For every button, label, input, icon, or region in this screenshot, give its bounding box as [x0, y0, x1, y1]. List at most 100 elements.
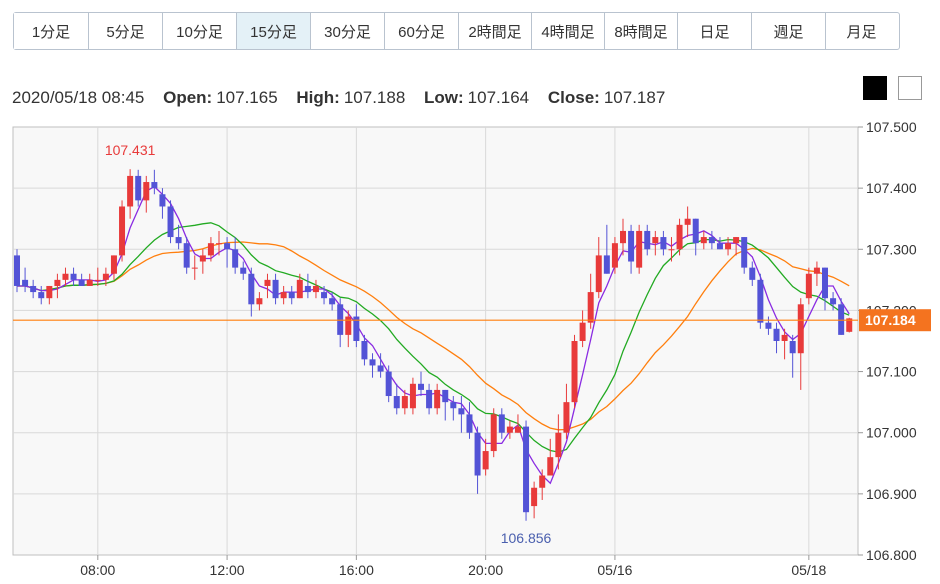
- tab-4[interactable]: 30分足: [311, 13, 385, 49]
- candle-body: [272, 279, 279, 299]
- candle-body: [167, 206, 174, 238]
- annotation-label: 106.856: [501, 530, 552, 546]
- candle-body: [199, 255, 206, 262]
- candle-body: [321, 292, 328, 299]
- ohlc-datetime: 2020/05/18 08:45: [12, 88, 145, 107]
- plot-area: [12, 126, 859, 556]
- tab-5[interactable]: 60分足: [385, 13, 459, 49]
- candle-body: [70, 273, 77, 280]
- open-value: 107.165: [216, 88, 278, 107]
- candle-body: [765, 322, 772, 329]
- candle-body: [498, 414, 505, 433]
- x-tick-label: 16:00: [339, 562, 374, 578]
- candle-body: [725, 243, 732, 250]
- candle-body: [240, 267, 247, 274]
- candle-body: [571, 341, 578, 403]
- candle-body: [474, 432, 481, 476]
- y-tick-label: 106.900: [866, 486, 917, 502]
- x-tick-label: 12:00: [210, 562, 245, 578]
- candle-body: [805, 273, 812, 299]
- tab-6[interactable]: 2時間足: [459, 13, 532, 49]
- candle-body: [716, 243, 723, 250]
- tab-3[interactable]: 15分足: [237, 13, 311, 49]
- candle-body: [660, 237, 667, 250]
- candle-body: [207, 243, 214, 256]
- candle-body: [175, 237, 182, 244]
- candle-body: [708, 237, 715, 244]
- candle-body: [409, 383, 416, 409]
- candle-body: [514, 426, 521, 433]
- candle-body: [482, 451, 489, 470]
- candle-body: [846, 318, 853, 332]
- candle-body: [304, 285, 311, 293]
- high-value: 107.188: [343, 88, 406, 107]
- y-tick-label: 106.800: [866, 547, 917, 563]
- dark-theme-button[interactable]: [863, 76, 887, 100]
- candle-body: [288, 292, 295, 299]
- candle-body: [62, 273, 69, 280]
- candle-body: [733, 237, 740, 244]
- candle-body: [361, 341, 368, 360]
- candle-body: [652, 237, 659, 244]
- candle-body: [296, 279, 303, 299]
- ohlc-info: 2020/05/18 08:45 Open: 107.165 High: 107.1…: [12, 88, 665, 108]
- current-price-label: 107.184: [865, 312, 916, 328]
- candle-body: [611, 243, 618, 268]
- candle-body: [563, 402, 570, 433]
- candle-body: [579, 322, 586, 341]
- candle-body: [22, 279, 29, 286]
- y-tick-label: 107.100: [866, 364, 917, 380]
- candle-body: [797, 304, 804, 354]
- candle-body: [555, 432, 562, 458]
- candle-body: [628, 230, 635, 262]
- candle-body: [264, 279, 271, 286]
- y-tick-label: 107.400: [866, 180, 917, 196]
- tab-1[interactable]: 5分足: [89, 13, 163, 49]
- candle-body: [191, 267, 198, 269]
- candle-body: [38, 292, 45, 299]
- candle-body: [159, 194, 166, 207]
- high-label: High:: [296, 88, 340, 107]
- candle-body: [312, 285, 319, 293]
- tab-11[interactable]: 月足: [826, 13, 897, 49]
- tab-2[interactable]: 10分足: [163, 13, 237, 49]
- light-theme-button[interactable]: [898, 76, 922, 100]
- candle-body: [757, 279, 764, 323]
- candle-body: [450, 402, 457, 409]
- candle-body: [232, 249, 239, 268]
- tab-0[interactable]: 1分足: [14, 13, 89, 49]
- x-tick-label: 05/16: [597, 562, 632, 578]
- candle-body: [86, 279, 93, 286]
- chart-series: [14, 169, 853, 521]
- tab-7[interactable]: 4時間足: [532, 13, 605, 49]
- candle-body: [506, 426, 513, 433]
- candle-body: [676, 224, 683, 250]
- candle-body: [94, 279, 101, 281]
- y-tick-label: 107.500: [866, 119, 917, 135]
- candle-body: [127, 175, 134, 207]
- ma-orange-line: [17, 241, 850, 431]
- candle-body: [151, 182, 158, 189]
- candle-body: [135, 175, 142, 201]
- candle-body: [224, 243, 231, 250]
- x-tick-label: 20:00: [468, 562, 503, 578]
- tab-8[interactable]: 8時間足: [605, 13, 678, 49]
- candle-body: [523, 426, 530, 513]
- candle-body: [466, 414, 473, 433]
- candle-body: [345, 316, 352, 335]
- candle-body: [822, 267, 828, 299]
- candle-body: [256, 298, 263, 305]
- candle-body: [377, 365, 384, 372]
- candle-body: [587, 292, 594, 323]
- close-value: 107.187: [603, 88, 666, 107]
- candle-body: [773, 328, 780, 341]
- candle-body: [741, 237, 748, 268]
- candle-body: [547, 457, 554, 476]
- current-price-tag: [859, 309, 931, 332]
- candle-body: [830, 298, 837, 305]
- candle-body: [248, 273, 255, 305]
- tab-9[interactable]: 日足: [678, 13, 752, 49]
- tab-10[interactable]: 週足: [752, 13, 826, 49]
- annotation-label: 107.431: [105, 142, 156, 158]
